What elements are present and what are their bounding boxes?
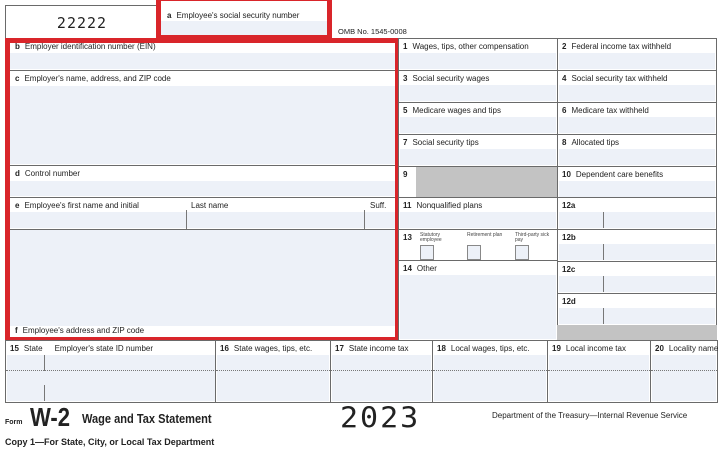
box-label: Employer's name, address, and ZIP code <box>24 74 171 83</box>
box-label: Employee's first name and initial <box>24 201 139 210</box>
state-id-label: Employer's state ID number <box>54 344 154 353</box>
box-label: Other <box>416 264 437 273</box>
box-number: 12c <box>562 265 576 274</box>
box-label: Medicare tax withheld <box>571 106 649 115</box>
form-code: 22222 <box>56 14 108 32</box>
box-9[interactable]: 9 <box>398 166 558 199</box>
box-15[interactable]: 15 State Employer's state ID number <box>5 340 217 403</box>
box-e-employee-name[interactable]: e Employee's first name and initial Last … <box>5 197 399 230</box>
box-3[interactable]: 3 Social security wages <box>398 70 558 103</box>
box-number: 12b <box>562 233 576 242</box>
tax-year: 2023 <box>340 401 421 436</box>
box-label: Federal income tax withheld <box>571 42 672 51</box>
box-2[interactable]: 2 Federal income tax withheld <box>557 38 717 71</box>
box-label: State wages, tips, etc. <box>233 344 313 353</box>
box-number: 16 <box>220 344 229 353</box>
box-label: Nonqualified plans <box>416 201 483 210</box>
box-number: 2 <box>562 42 567 51</box>
box-1[interactable]: 1 Wages, tips, other compensation <box>398 38 558 71</box>
box-7[interactable]: 7 Social security tips <box>398 134 558 167</box>
box-number: 3 <box>403 74 408 83</box>
box-4[interactable]: 4 Social security tax withheld <box>557 70 717 103</box>
box-18[interactable]: 18 Local wages, tips, etc. <box>432 340 548 403</box>
box-label: Local income tax <box>565 344 626 353</box>
box-12d[interactable]: 12d <box>557 293 717 326</box>
highlight-employer-employee <box>5 38 400 342</box>
retirement-label: Retirement plan <box>467 232 503 238</box>
box-label: Social security tips <box>412 138 479 147</box>
box-label: State <box>23 344 43 353</box>
box-12c[interactable]: 12c <box>557 261 717 294</box>
department: Department of the Treasury—Internal Reve… <box>492 411 688 420</box>
box-label: Allocated tips <box>571 138 620 147</box>
box-number: 15 <box>10 344 19 353</box>
box-number: 19 <box>552 344 561 353</box>
box-number: 17 <box>335 344 344 353</box>
box-number: 20 <box>655 344 664 353</box>
box-label: Social security tax withheld <box>571 74 668 83</box>
box-number: 12a <box>562 201 576 210</box>
box-label: Dependent care benefits <box>575 170 664 179</box>
box-number: 18 <box>437 344 446 353</box>
form-name: W-2 <box>30 402 71 432</box>
form-code-box: 22222 <box>5 5 159 39</box>
box-label: Employee's address and ZIP code <box>22 326 145 335</box>
box-label: Locality name <box>668 344 719 353</box>
box-label: State income tax <box>348 344 409 353</box>
box-8[interactable]: 8 Allocated tips <box>557 134 717 167</box>
box-11[interactable]: 11 Nonqualified plans <box>398 197 558 230</box>
box-19[interactable]: 19 Local income tax <box>547 340 651 403</box>
thirdparty-checkbox[interactable] <box>515 245 529 260</box>
box-number: 12d <box>562 297 576 306</box>
last-name-label: Last name <box>191 201 229 210</box>
box-number: 10 <box>562 170 571 179</box>
box-10[interactable]: 10 Dependent care benefits <box>557 166 717 199</box>
box-13[interactable]: 13 Statutory employee Retirement plan Third… <box>398 229 558 261</box>
box-number: 4 <box>562 74 567 83</box>
box-d-control-number[interactable]: d Control number <box>5 165 399 198</box>
box-17[interactable]: 17 State income tax <box>330 340 433 403</box>
copy-label: Copy 1—For State, City, or Local Tax Dep… <box>5 437 215 447</box>
box-number: 8 <box>562 138 567 147</box>
box-number: a <box>167 11 172 20</box>
form-label: Form <box>5 419 23 426</box>
box-label: Employer identification number (EIN) <box>24 42 156 51</box>
box-label: Medicare wages and tips <box>412 106 501 115</box>
box-label: Social security wages <box>412 74 490 83</box>
box-a-ssn[interactable]: a Employee's social security number <box>158 0 330 39</box>
box-label: Wages, tips, other compensation <box>412 42 529 51</box>
statutory-label: Statutory employee <box>420 232 442 243</box>
statutory-checkbox[interactable] <box>420 245 434 260</box>
form-title: Wage and Tax Statement <box>82 411 212 426</box>
omb-number: OMB No. 1545-0008 <box>338 27 407 36</box>
shaded-area <box>557 325 717 340</box>
box-f-employee-address[interactable]: f Employee's address and ZIP code <box>5 229 399 341</box>
box-16[interactable]: 16 State wages, tips, etc. <box>215 340 331 403</box>
highlight-ssn <box>156 0 332 40</box>
box-number: 5 <box>403 106 408 115</box>
retirement-checkbox[interactable] <box>467 245 481 260</box>
box-12a[interactable]: 12a <box>557 197 717 230</box>
box-6[interactable]: 6 Medicare tax withheld <box>557 102 717 135</box>
box-label: Employee's social security number <box>176 11 300 20</box>
box-number: 9 <box>403 170 408 179</box>
box-number: 1 <box>403 42 408 51</box>
box-number: 7 <box>403 138 408 147</box>
box-number: 11 <box>403 201 412 210</box>
shaded-area <box>416 167 557 198</box>
box-20[interactable]: 20 Locality name <box>650 340 718 403</box>
box-label: Local wages, tips, etc. <box>450 344 530 353</box>
box-12b[interactable]: 12b <box>557 229 717 262</box>
box-label: Control number <box>24 169 81 178</box>
box-number: 13 <box>403 233 412 242</box>
suffix-label: Suff. <box>370 201 387 210</box>
box-5[interactable]: 5 Medicare wages and tips <box>398 102 558 135</box>
box-number: 14 <box>403 264 412 273</box>
thirdparty-label: Third-party sick pay <box>515 232 550 243</box>
box-14[interactable]: 14 Other <box>398 260 558 341</box>
box-c-employer-address[interactable]: c Employer's name, address, and ZIP code <box>5 70 399 166</box>
box-number: 6 <box>562 106 567 115</box>
